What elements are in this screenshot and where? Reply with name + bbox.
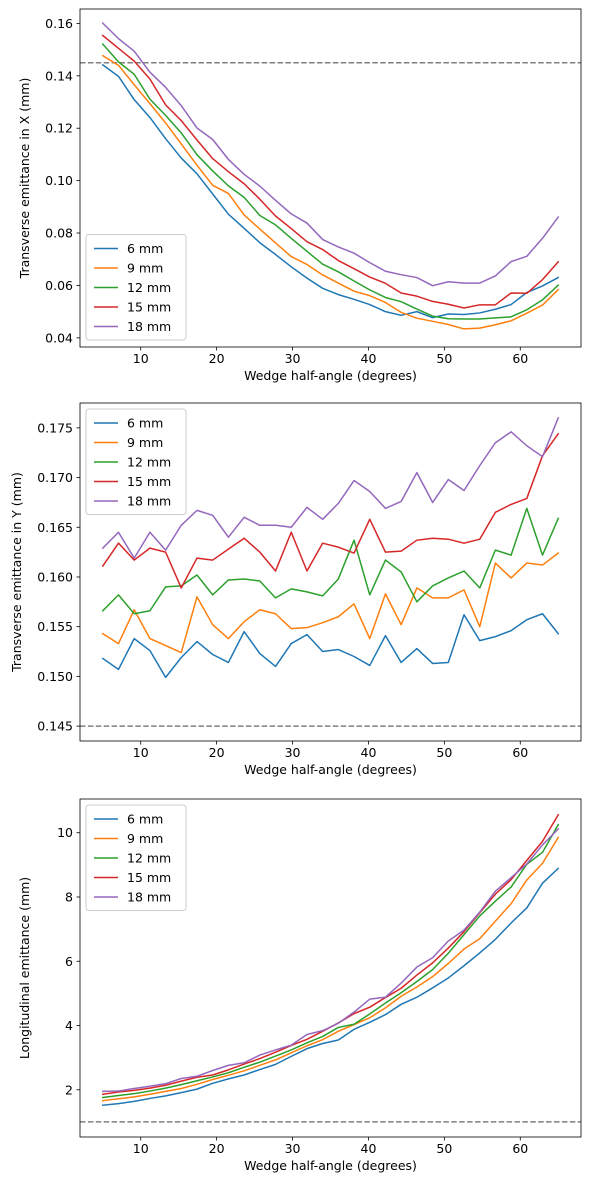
series-line-6-mm — [101, 63, 560, 319]
legend-label: 9 mm — [127, 831, 163, 846]
legend-label: 18 mm — [127, 494, 171, 509]
x-axis-label: Wedge half-angle (degrees) — [244, 762, 417, 777]
series-line-9-mm — [101, 836, 560, 1102]
series-line-18-mm — [101, 22, 560, 287]
series-line-6-mm — [101, 867, 560, 1107]
series-line-12-mm — [101, 507, 560, 615]
chart-panel-1: 10 20 30 40 50 60 0.04 0.06 0.08 0.10 0.12 0.14 0.16… — [17, 8, 582, 383]
x-tick-label: 20 — [209, 351, 225, 366]
y-axis-label: Transverse emittance in X (mm) — [17, 78, 32, 280]
series-line-9-mm — [101, 54, 560, 330]
x-axis-label: Wedge half-angle (degrees) — [244, 368, 417, 383]
legend-label: 6 mm — [127, 416, 163, 431]
legend-box — [85, 234, 187, 341]
legend-label: 15 mm — [127, 300, 171, 315]
y-tick-label: 2 — [65, 1082, 73, 1097]
x-tick-label: 50 — [436, 351, 452, 366]
y-tick-label: 0.170 — [37, 470, 73, 485]
y-tick-label: 4 — [65, 1018, 73, 1033]
x-tick-label: 40 — [361, 351, 377, 366]
series-line-12-mm — [101, 43, 560, 320]
y-tick-label: 6 — [65, 954, 73, 969]
x-tick-label: 40 — [361, 745, 377, 760]
legend-box — [85, 804, 187, 911]
x-tick-label: 30 — [285, 745, 301, 760]
x-tick-label: 10 — [133, 351, 149, 366]
legend: 6 mm 9 mm 12 mm 15 mm 18 mm — [85, 234, 187, 341]
y-tick-label: 0.150 — [37, 669, 73, 684]
axes-frame — [79, 402, 582, 742]
legend: 6 mm 9 mm 12 mm 15 mm 18 mm — [85, 804, 187, 911]
series-line-12-mm — [101, 823, 560, 1099]
legend-label: 15 mm — [127, 474, 171, 489]
y-axis-label: Transverse emittance in Y (mm) — [9, 472, 24, 673]
series-line-18-mm — [102, 827, 560, 1093]
series-line-15-mm — [101, 432, 560, 589]
legend-label: 9 mm — [127, 261, 163, 276]
y-tick-label: 0.175 — [37, 420, 73, 435]
y-tick-label: 0.04 — [45, 330, 73, 345]
x-tick-label: 60 — [512, 745, 528, 760]
y-tick-label: 8 — [65, 889, 73, 904]
legend-label: 12 mm — [127, 455, 171, 470]
series-line-15-mm — [101, 34, 560, 309]
series-line-6-mm — [101, 613, 560, 679]
chart-panel-2: 10 20 30 40 50 60 0.145 0.150 0.155 0.160 0.165 0.1… — [9, 402, 582, 777]
y-tick-label: 0.12 — [45, 121, 73, 136]
series-lines — [101, 22, 560, 330]
legend-label: 15 mm — [127, 870, 171, 885]
x-tick-label: 10 — [133, 1141, 149, 1156]
x-tick-label: 60 — [512, 351, 528, 366]
legend-label: 9 mm — [127, 435, 163, 450]
legend: 6 mm 9 mm 12 mm 15 mm 18 mm — [85, 408, 187, 515]
axes-frame — [79, 8, 582, 348]
x-tick-label: 60 — [512, 1141, 528, 1156]
y-tick-label: 0.10 — [45, 173, 73, 188]
legend-label: 6 mm — [127, 241, 163, 256]
x-axis-label: Wedge half-angle (degrees) — [244, 1158, 417, 1173]
x-tick-label: 50 — [436, 745, 452, 760]
x-tick-label: 10 — [133, 745, 149, 760]
y-tick-label: 0.06 — [45, 278, 73, 293]
series-lines — [101, 813, 560, 1107]
series-lines — [101, 416, 560, 679]
x-tick-label: 30 — [285, 1141, 301, 1156]
y-tick-label: 10 — [57, 825, 73, 840]
x-tick-label: 20 — [209, 745, 225, 760]
x-tick-label: 50 — [436, 1141, 452, 1156]
legend-label: 12 mm — [127, 280, 171, 295]
legend-label: 18 mm — [127, 890, 171, 905]
y-tick-label: 0.165 — [37, 520, 73, 535]
y-axis-label: Longitudinal emittance (mm) — [17, 877, 32, 1059]
y-tick-label: 0.145 — [37, 719, 73, 734]
legend-label: 6 mm — [127, 812, 163, 827]
x-tick-label: 30 — [285, 351, 301, 366]
series-line-9-mm — [101, 552, 560, 654]
legend-label: 18 mm — [127, 319, 171, 334]
axes-frame — [79, 798, 582, 1138]
legend-label: 12 mm — [127, 851, 171, 866]
y-tick-label: 0.155 — [37, 619, 73, 634]
series-line-18-mm — [101, 416, 560, 559]
y-tick-label: 0.160 — [37, 569, 73, 584]
chart-panel-3: 10 20 30 40 50 60 2 4 6 8 10 Wedge half-angle (degr… — [17, 798, 582, 1173]
x-tick-label: 20 — [209, 1141, 225, 1156]
y-tick-label: 0.08 — [45, 226, 73, 241]
y-tick-label: 0.14 — [45, 68, 73, 83]
x-tick-label: 40 — [361, 1141, 377, 1156]
legend-box — [85, 408, 187, 515]
y-tick-label: 0.16 — [45, 16, 73, 31]
